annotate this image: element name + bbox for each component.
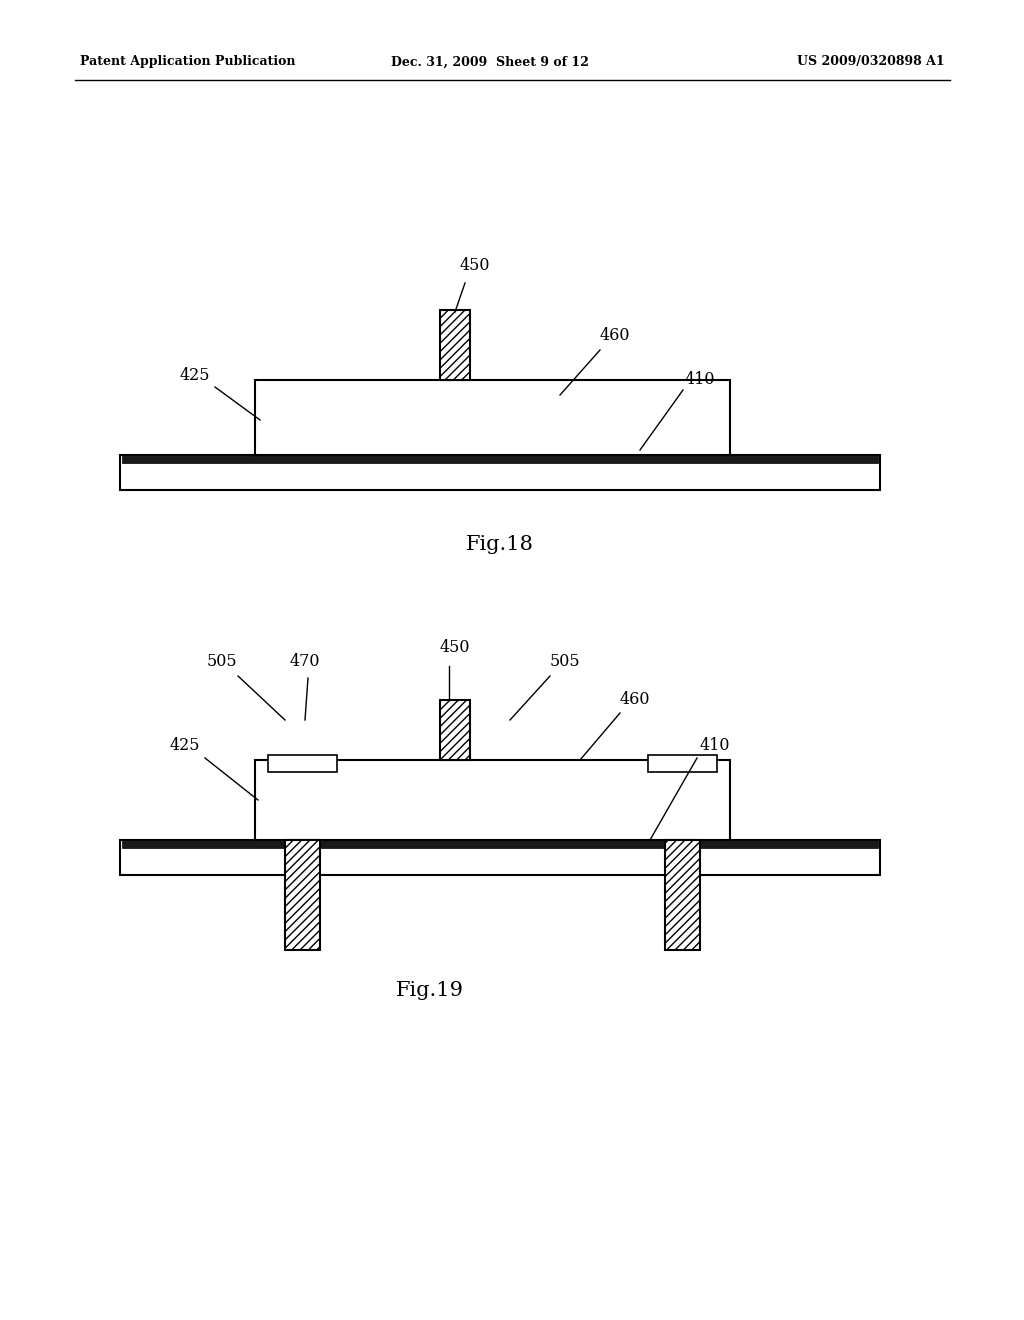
Bar	[268, 755, 337, 772]
Bar	[440, 310, 470, 380]
Bar	[665, 840, 700, 950]
Text: Patent Application Publication: Patent Application Publication	[80, 55, 296, 69]
Text: 425: 425	[180, 367, 210, 384]
Bar	[255, 760, 730, 840]
Text: Dec. 31, 2009  Sheet 9 of 12: Dec. 31, 2009 Sheet 9 of 12	[391, 55, 589, 69]
Bar	[120, 455, 880, 490]
Bar	[122, 455, 878, 463]
Text: Fig.19: Fig.19	[396, 981, 464, 999]
Bar	[648, 755, 717, 772]
Text: 460: 460	[620, 692, 650, 709]
Bar	[120, 840, 880, 875]
Text: US 2009/0320898 A1: US 2009/0320898 A1	[798, 55, 945, 69]
Text: 450: 450	[439, 639, 470, 656]
Text: 410: 410	[685, 371, 715, 388]
Bar	[285, 840, 319, 950]
Text: 450: 450	[460, 256, 490, 273]
Text: Fig.18: Fig.18	[466, 536, 534, 554]
Text: 410: 410	[699, 737, 730, 754]
Bar	[122, 840, 878, 847]
Text: 425: 425	[170, 737, 201, 754]
Text: 470: 470	[290, 653, 321, 671]
Bar	[255, 380, 730, 455]
Text: 505: 505	[550, 653, 581, 671]
Text: 460: 460	[600, 326, 630, 343]
Text: 505: 505	[207, 653, 238, 671]
Bar	[440, 700, 470, 760]
